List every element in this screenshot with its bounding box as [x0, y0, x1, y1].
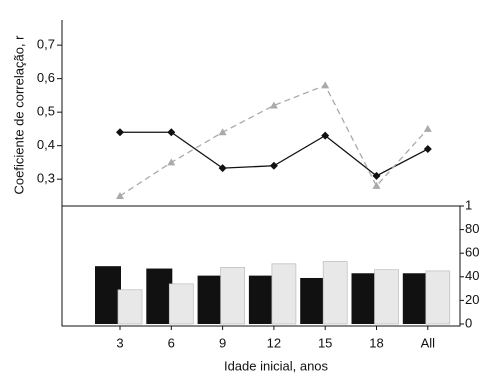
x-tick-label: 9 — [219, 335, 226, 350]
y2-tick-label: 20 — [465, 292, 479, 307]
bar — [197, 275, 224, 324]
point — [218, 128, 227, 136]
x-tick-label: All — [421, 335, 436, 350]
y-tick-label: 0,6 — [37, 70, 55, 85]
y2-tick-label: 80 — [465, 221, 479, 236]
point — [167, 158, 176, 166]
point — [269, 101, 278, 109]
point — [423, 145, 432, 154]
point — [167, 128, 176, 137]
y-tick-label: 0,7 — [37, 37, 55, 52]
x-tick-label: 12 — [267, 335, 281, 350]
x-tick-label: 18 — [369, 335, 383, 350]
bar — [95, 266, 121, 324]
bar — [146, 268, 173, 324]
x-axis-label: Idade inicial, anos — [224, 358, 329, 373]
bar — [117, 289, 143, 325]
point — [116, 191, 124, 199]
bar — [168, 283, 194, 325]
bar — [322, 261, 348, 325]
x-tick-label: 15 — [318, 335, 332, 350]
y2-tick-label: 60 — [465, 245, 479, 260]
bar — [271, 263, 297, 325]
x-tick-label: 6 — [168, 335, 175, 350]
y2-tick-label: 0 — [465, 315, 472, 330]
bar — [248, 275, 275, 324]
bar — [374, 269, 399, 325]
y-tick-label: 0,5 — [37, 104, 55, 119]
point — [321, 81, 330, 89]
bar — [425, 270, 451, 325]
bar — [220, 267, 245, 325]
bar — [351, 273, 378, 324]
y-tick-label: 0,3 — [37, 171, 55, 186]
point — [372, 181, 381, 189]
y-axis-label: Coeficiente de correlação, r — [11, 35, 26, 195]
y-tick-label: 0,4 — [37, 137, 55, 152]
bar — [402, 273, 429, 324]
point — [423, 124, 432, 132]
bar — [300, 277, 327, 324]
point — [321, 131, 330, 140]
point — [218, 164, 227, 173]
x-tick-label: 3 — [116, 335, 123, 350]
point — [269, 161, 278, 170]
point — [116, 128, 124, 137]
y2-tick-label: 40 — [465, 268, 479, 283]
panel-frame — [61, 205, 461, 327]
point — [372, 171, 381, 180]
y2-tick-label: 1 — [465, 197, 472, 212]
